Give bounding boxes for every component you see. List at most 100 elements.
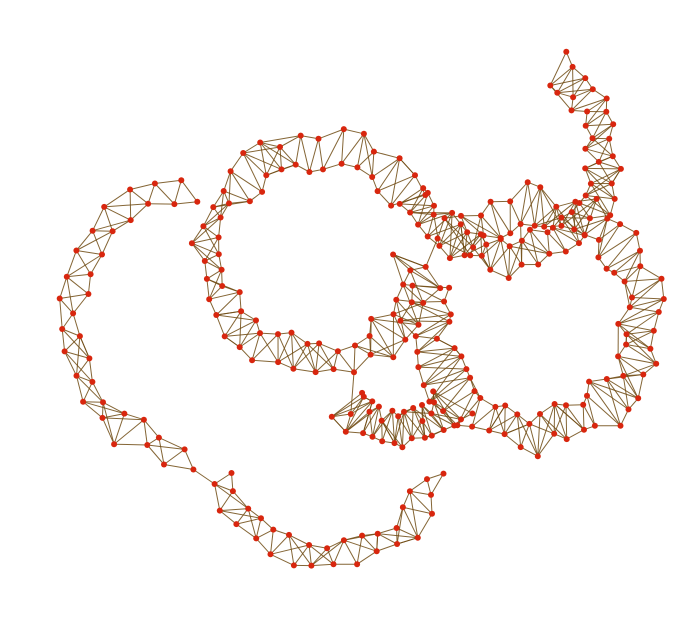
node: [369, 174, 376, 180]
node: [390, 311, 397, 318]
edge: [485, 244, 491, 270]
edge: [409, 478, 428, 492]
node: [415, 364, 422, 371]
edge: [585, 148, 600, 163]
edge: [585, 183, 613, 196]
edge: [146, 444, 165, 465]
edge: [259, 142, 296, 166]
edge: [251, 333, 279, 361]
edge: [582, 404, 585, 430]
edge: [101, 230, 114, 255]
edge: [554, 403, 568, 440]
edge: [252, 359, 279, 363]
edge: [585, 195, 611, 216]
node: [306, 542, 313, 548]
edge: [490, 201, 502, 239]
edge: [588, 381, 621, 427]
node: [581, 426, 587, 433]
node: [275, 331, 281, 338]
edge: [557, 88, 593, 94]
edge: [490, 201, 511, 234]
edge: [61, 313, 74, 330]
node: [524, 179, 531, 186]
edge: [370, 318, 406, 341]
node: [440, 427, 447, 433]
node: [393, 525, 400, 531]
edge: [239, 320, 257, 348]
edge: [629, 278, 662, 308]
node: [87, 271, 94, 278]
edge: [433, 402, 445, 431]
node: [374, 188, 381, 195]
edge: [376, 543, 398, 552]
node: [324, 545, 331, 552]
node: [440, 408, 447, 414]
edge: [606, 378, 639, 399]
node: [229, 488, 236, 495]
edge: [216, 314, 257, 321]
node: [451, 422, 458, 429]
node: [467, 374, 474, 381]
edge: [436, 338, 455, 349]
edge: [620, 409, 629, 427]
edge: [561, 217, 590, 219]
edge: [411, 407, 414, 439]
node: [434, 235, 441, 242]
node: [571, 226, 578, 233]
edge: [203, 203, 230, 227]
edge: [598, 161, 613, 184]
edge: [423, 377, 471, 386]
edge: [397, 416, 403, 448]
edge: [635, 232, 641, 251]
edge: [371, 313, 394, 320]
edge: [586, 395, 596, 426]
edge: [585, 111, 607, 127]
edge: [411, 420, 423, 439]
edge: [370, 318, 394, 358]
edge: [350, 400, 373, 415]
node: [366, 408, 373, 415]
node: [518, 261, 525, 268]
edge: [427, 223, 461, 237]
edge: [350, 372, 355, 415]
edge: [72, 293, 89, 314]
node: [227, 168, 234, 175]
node: [292, 161, 299, 168]
edge: [516, 414, 522, 448]
node: [617, 422, 624, 429]
edge: [236, 508, 249, 525]
edge: [173, 180, 182, 205]
edge: [460, 224, 466, 256]
edge: [333, 540, 345, 565]
node: [606, 135, 613, 142]
node: [580, 401, 587, 408]
node: [101, 203, 108, 210]
node: [486, 427, 493, 434]
node: [477, 231, 484, 238]
edge: [292, 343, 308, 369]
node: [369, 398, 376, 405]
edge: [215, 314, 226, 337]
node: [608, 180, 615, 187]
edge: [184, 449, 194, 470]
edge: [392, 254, 404, 285]
node: [436, 242, 443, 249]
edge: [415, 335, 437, 340]
edge: [418, 347, 455, 368]
edge: [449, 212, 453, 259]
edge: [311, 547, 328, 566]
node: [487, 266, 494, 273]
node: [446, 255, 453, 262]
node: [360, 430, 367, 437]
edge: [399, 187, 424, 205]
edge: [626, 330, 654, 335]
edge: [345, 413, 352, 432]
node: [210, 204, 217, 211]
edge: [311, 539, 345, 566]
node: [89, 227, 96, 234]
node: [409, 282, 416, 289]
node: [206, 296, 213, 303]
node: [629, 294, 635, 301]
edge: [489, 245, 511, 271]
